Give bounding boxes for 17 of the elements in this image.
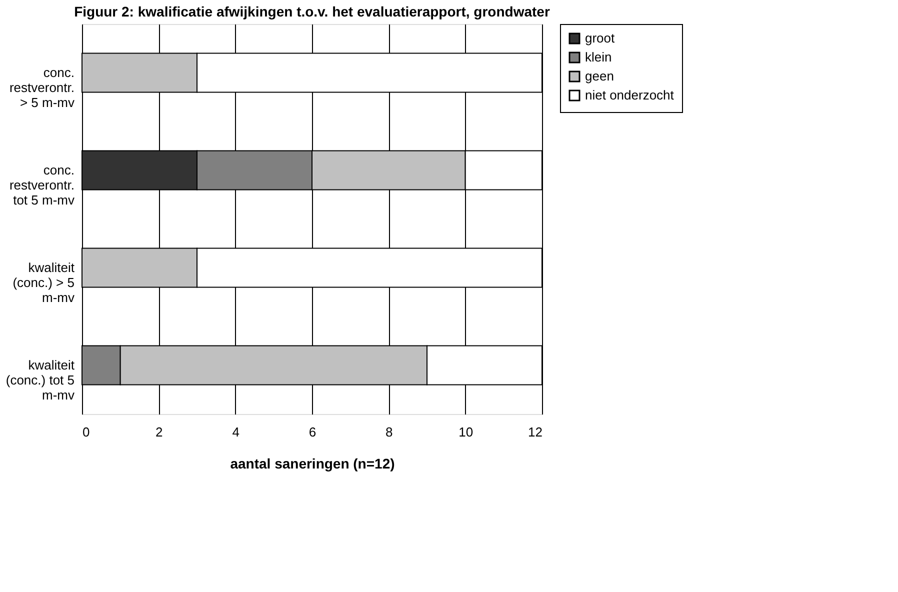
x-axis-title: aantal saneringen (n=12) (230, 456, 395, 472)
y-tick-label: kwaliteit (conc.) tot 5 m-mv (6, 357, 75, 402)
x-tick-label: 2 (156, 424, 163, 440)
legend-label: klein (585, 50, 612, 64)
x-tick-label: 12 (528, 424, 542, 440)
x-tick-label: 8 (386, 424, 393, 440)
x-tick-label: 0 (82, 424, 90, 440)
legend-label: geen (585, 68, 614, 84)
chart-title: Figuur 2: kwalificatie afwijkingen t.o.v. het evaluatierapport, grondwater (74, 4, 550, 20)
y-tick-label: conc. restverontr. tot 5 m-mv (9, 162, 75, 208)
x-tick-label: 4 (232, 424, 240, 440)
x-tick-label: 6 (308, 424, 316, 440)
y-tick-label: conc. restverontr. > 5 m-mv (9, 64, 75, 110)
legend-label: niet onderzocht (585, 88, 674, 102)
x-tick-label: 10 (458, 424, 474, 440)
y-tick-label: kwaliteit (conc.) > 5 m-mv (12, 260, 75, 305)
legend-label: groot (585, 30, 616, 46)
